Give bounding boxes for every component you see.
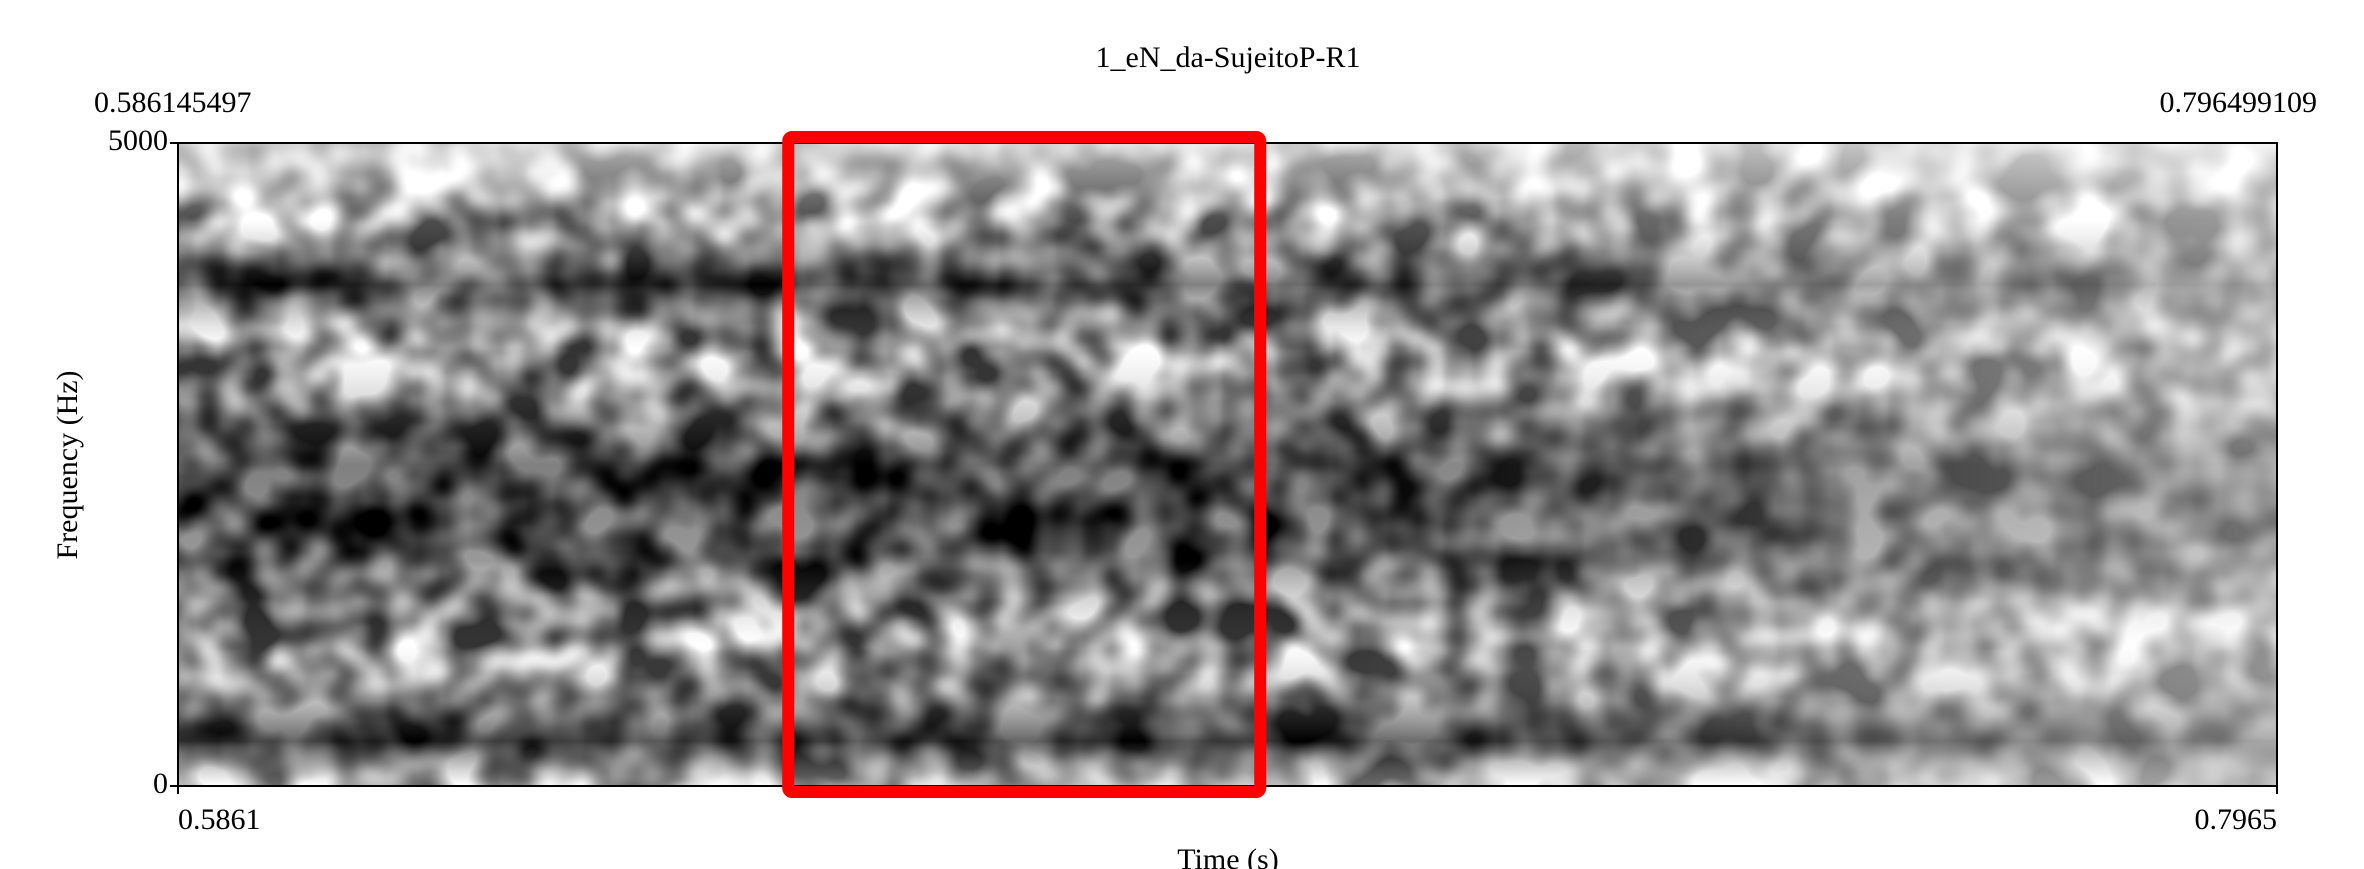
x-range-label: 0.586145497 <box>94 86 252 119</box>
highlight-box <box>782 131 1267 798</box>
y-tick-label: 0 <box>153 767 168 800</box>
spectrogram-image <box>177 142 2278 787</box>
x-tick-label: 0.7965 <box>2195 803 2278 836</box>
y-axis-label: Frequency (Hz) <box>51 370 84 559</box>
chart-title: 1_eN_da-SujeitoP-R1 <box>1096 41 1361 74</box>
y-tick-label: 5000 <box>108 124 168 157</box>
x-axis-label: Time (s) <box>1177 843 1278 869</box>
x-tick-label: 0.5861 <box>178 803 261 836</box>
x-range-label: 0.796499109 <box>2160 86 2318 119</box>
